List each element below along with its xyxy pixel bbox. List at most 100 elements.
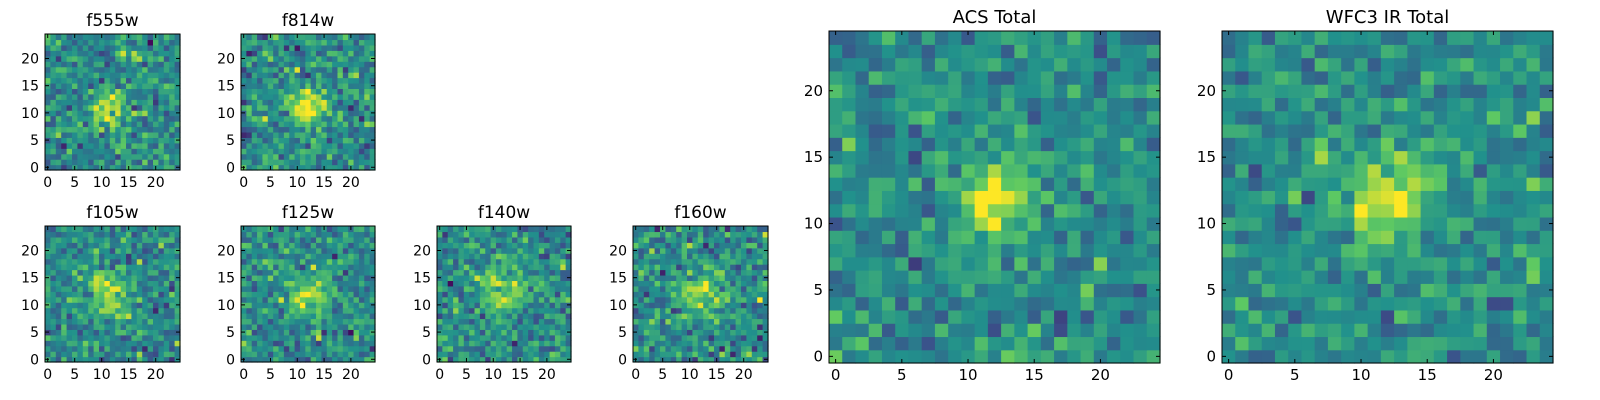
heatmap-cell xyxy=(842,123,857,138)
heatmap-cell xyxy=(1014,270,1029,284)
heatmap-cell xyxy=(1420,323,1435,338)
heatmap-cell xyxy=(120,231,127,238)
heatmap-cell xyxy=(257,104,264,111)
heatmap-cell xyxy=(1433,203,1448,218)
heatmap-cell xyxy=(665,269,672,276)
heatmap-cell xyxy=(638,269,645,276)
heatmap-cell xyxy=(1526,283,1541,298)
heatmap-cell xyxy=(369,148,376,155)
heatmap-cell xyxy=(174,269,181,276)
heatmap-cell xyxy=(104,280,111,287)
heatmap-cell xyxy=(358,313,365,320)
heatmap-cell xyxy=(708,296,715,303)
heatmap-cell xyxy=(131,226,138,233)
heatmap-cell xyxy=(1054,150,1068,165)
heatmap-cell xyxy=(517,334,524,341)
heatmap-cell xyxy=(458,318,465,325)
heatmap-cell xyxy=(120,274,127,281)
heatmap-cell xyxy=(257,313,264,320)
heatmap-cell xyxy=(934,203,949,218)
heatmap-cell xyxy=(246,104,253,111)
heatmap-cell xyxy=(299,291,306,298)
heatmap-cell xyxy=(757,329,764,336)
heatmap-cell xyxy=(77,72,84,79)
heatmap-cell xyxy=(522,334,529,341)
heatmap-cell xyxy=(241,231,247,238)
heatmap-cell xyxy=(262,131,269,138)
heatmap-cell xyxy=(1027,150,1042,165)
heatmap-cell xyxy=(724,242,731,249)
heatmap-cell xyxy=(1261,150,1276,165)
heatmap-cell xyxy=(1341,336,1355,351)
heatmap-cell xyxy=(490,318,497,325)
heatmap-cell xyxy=(126,110,132,117)
heatmap-cell xyxy=(829,163,843,178)
heatmap-cell xyxy=(757,242,764,249)
heatmap-cell xyxy=(512,291,518,298)
heatmap-cell xyxy=(665,226,672,233)
heatmap-cell xyxy=(741,247,747,254)
heatmap-cell xyxy=(1080,296,1095,311)
heatmap-cell xyxy=(174,77,181,84)
heatmap-cell xyxy=(908,31,923,45)
heatmap-cell xyxy=(934,31,949,45)
heatmap-cell xyxy=(746,340,753,347)
heatmap-cell xyxy=(364,334,371,341)
heatmap-cell xyxy=(522,323,529,330)
x-tick-label: 5 xyxy=(658,367,667,383)
heatmap-cell xyxy=(348,137,355,144)
heatmap-cell xyxy=(61,258,68,265)
heatmap-cell xyxy=(735,280,742,287)
heatmap-cell xyxy=(746,264,753,271)
heatmap-cell xyxy=(158,242,165,249)
heatmap-cell xyxy=(169,164,176,171)
heatmap-cell xyxy=(310,302,317,309)
heatmap-cell xyxy=(126,291,132,298)
heatmap-cell xyxy=(257,351,264,358)
heatmap-cell xyxy=(358,44,365,51)
heatmap-cell xyxy=(1460,203,1475,218)
heatmap-cell xyxy=(267,66,274,73)
heatmap-cell xyxy=(241,88,247,95)
heatmap-cell xyxy=(442,307,449,314)
heatmap-cell xyxy=(447,302,454,309)
heatmap-cell xyxy=(724,280,731,287)
heatmap-cell xyxy=(283,253,290,260)
heatmap-cell xyxy=(633,280,639,287)
heatmap-cell xyxy=(447,340,454,347)
heatmap-cell xyxy=(310,236,317,243)
heatmap-cell xyxy=(72,302,78,309)
heatmap-cell xyxy=(762,226,769,233)
heatmap-cell xyxy=(719,236,726,243)
heatmap-cell xyxy=(458,269,465,276)
heatmap-cell xyxy=(61,242,68,249)
heatmap-cell xyxy=(479,302,486,309)
heatmap-cell xyxy=(316,253,322,260)
heatmap-cell xyxy=(730,231,737,238)
heatmap-cell xyxy=(120,44,127,51)
heatmap-cell xyxy=(142,334,149,341)
heatmap-cell xyxy=(50,258,57,265)
heatmap-cell xyxy=(66,34,73,41)
heatmap-cell xyxy=(66,356,73,363)
heatmap-cell xyxy=(1120,110,1135,125)
heatmap-cell xyxy=(147,66,154,73)
heatmap-cell xyxy=(665,280,672,287)
heatmap-cell xyxy=(88,258,95,265)
heatmap-cell xyxy=(463,236,470,243)
heatmap-cell xyxy=(273,274,280,281)
heatmap-cell xyxy=(115,345,122,352)
heatmap-cell xyxy=(1274,283,1289,298)
heatmap-cell xyxy=(267,264,274,271)
heatmap-cells xyxy=(437,226,572,363)
heatmap-cell xyxy=(442,236,449,243)
heatmap-cell xyxy=(538,345,545,352)
heatmap-cell xyxy=(1380,177,1395,191)
heatmap-cell xyxy=(554,226,561,233)
heatmap-cell xyxy=(757,253,764,260)
heatmap-cell xyxy=(692,247,699,254)
heatmap-cell xyxy=(82,323,89,330)
heatmap-cell xyxy=(294,323,301,330)
heatmap-cell xyxy=(1314,349,1329,364)
heatmap-cell xyxy=(676,307,683,314)
